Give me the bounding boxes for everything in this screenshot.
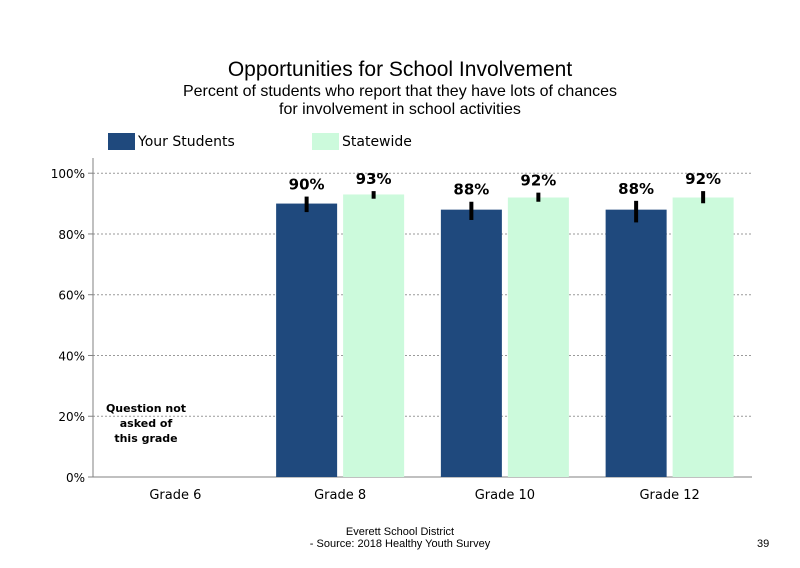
chart-title: Opportunities for School Involvement: [227, 58, 573, 81]
footer-district: Everett School District: [345, 526, 455, 538]
y-tick-label: 0%: [66, 471, 85, 485]
x-tick-label: Grade 8: [314, 488, 366, 503]
x-tick-label: Grade 12: [639, 488, 699, 503]
legend-label-your-students: Your Students: [138, 133, 235, 150]
x-tick-label: Grade 10: [475, 488, 535, 503]
page-number: 39: [757, 538, 770, 550]
data-label-statewide: 92%: [520, 172, 556, 190]
bar-statewide: [343, 194, 405, 477]
annotation-not-asked: Question not asked of this grade: [96, 401, 196, 446]
y-tick-label: 100%: [51, 167, 85, 181]
legend-swatch-your-students: [108, 133, 135, 150]
legend-item-your-students: Your Students: [108, 133, 235, 150]
legend-label-statewide: Statewide: [342, 133, 412, 150]
bar-your-students: [440, 209, 502, 477]
y-tick-label: 80%: [58, 228, 85, 242]
data-label-your-students: 88%: [618, 180, 654, 198]
data-label-your-students: 90%: [289, 176, 325, 194]
data-label-statewide: 92%: [685, 170, 721, 188]
bar-your-students: [276, 203, 338, 478]
x-tick-label: Grade 6: [149, 488, 201, 503]
bar-your-students: [605, 209, 667, 477]
data-label-your-students: 88%: [453, 181, 489, 199]
annotation-line-1: Question not: [105, 402, 187, 415]
annotation-line-2: asked of: [119, 417, 173, 430]
footer-source: - Source: 2018 Healthy Youth Survey: [309, 538, 491, 550]
data-label-statewide: 93%: [356, 170, 392, 188]
annotation-line-3: this grade: [114, 432, 178, 445]
legend-item-statewide: Statewide: [312, 133, 412, 150]
y-tick-label: 40%: [58, 349, 85, 363]
y-tick-label: 60%: [58, 289, 85, 303]
legend-swatch-statewide: [312, 133, 339, 150]
chart-subtitle: Percent of students who report that they…: [0, 83, 800, 119]
subtitle-line-2: for involvement in school activities: [279, 101, 521, 118]
subtitle-line-1: Percent of students who report that they…: [182, 83, 618, 100]
footer: Everett School District - Source: 2018 H…: [0, 526, 800, 550]
y-tick-label: 20%: [58, 410, 85, 424]
bar-statewide: [672, 197, 734, 477]
bar-statewide: [507, 197, 569, 477]
